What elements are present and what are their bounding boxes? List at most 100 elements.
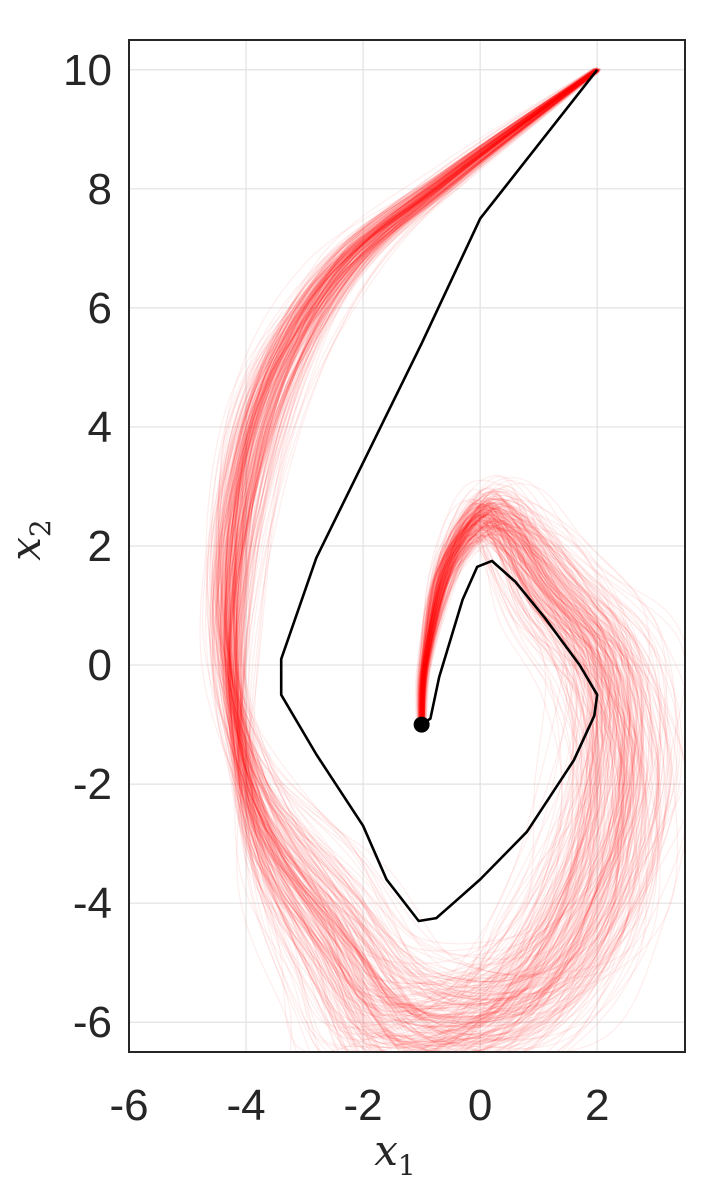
ensemble-trajectory	[233, 68, 648, 1032]
ensemble-trajectory	[220, 68, 638, 1019]
ensemble-trajectory	[231, 69, 643, 1043]
ensemble-trajectory	[228, 69, 623, 1052]
ensemble-trajectory	[212, 70, 659, 1050]
ensemble-trajectory	[217, 70, 620, 989]
ensemble-trajectory	[228, 69, 626, 1024]
ensemble-trajectory	[219, 71, 600, 982]
y-axis-label: x2	[1, 519, 57, 561]
ensemble-trajectory	[224, 70, 600, 1046]
ensemble-trajectory	[225, 68, 630, 1052]
ensemble-trajectory	[235, 68, 631, 1052]
ensemble-trajectory	[226, 69, 625, 1050]
ensemble-trajectory	[233, 68, 659, 1028]
ensemble-trajectory	[217, 70, 685, 976]
ensemble-trajectory	[233, 69, 602, 1035]
ensemble-trajectory	[229, 68, 626, 1012]
ensemble-trajectory	[221, 69, 654, 1020]
ensemble-trajectory	[216, 71, 601, 976]
ensemble-trajectory	[236, 69, 624, 1044]
ensemble-trajectory	[251, 66, 634, 1052]
ensemble-trajectory	[238, 68, 629, 989]
ensemble-trajectory	[225, 69, 671, 1047]
x-tick-labels: -6 -4 -2 0 2	[109, 1081, 609, 1130]
ensemble-trajectory	[225, 69, 600, 1029]
ensemble-trajectory	[229, 68, 622, 1052]
ensemble-trajectory	[229, 68, 614, 1052]
ensemble-trajectory	[240, 67, 644, 998]
ensemble-trajectory	[210, 69, 660, 1019]
ensemble-trajectory	[241, 68, 644, 1016]
ensemble-trajectory	[215, 69, 611, 983]
ensemble-trajectory	[234, 67, 614, 1052]
y-tick-label: 6	[88, 284, 112, 333]
ensemble-trajectory	[226, 70, 602, 983]
ensemble-trajectory	[239, 68, 631, 1050]
ensemble-trajectory	[221, 70, 599, 945]
ensemble-trajectory	[223, 67, 685, 1029]
ensemble-trajectory	[230, 69, 641, 1010]
ensemble-trajectory	[247, 68, 600, 1048]
ensemble-trajectory	[224, 69, 626, 1040]
ensemble-trajectory	[235, 68, 643, 1032]
ensemble-trajectory	[227, 68, 654, 1046]
markers-layer	[413, 716, 430, 733]
ensemble-trajectory	[228, 67, 685, 1036]
y-tick-labels: -6 -4 -2 0 2 4 6 8 10	[63, 46, 112, 1047]
ensemble-trajectory	[212, 69, 644, 1052]
ensemble-trajectory	[234, 68, 681, 1025]
ensemble-trajectory	[228, 69, 600, 1000]
ensemble-trajectory	[236, 68, 602, 1026]
ensemble-trajectory	[223, 70, 636, 1048]
ensemble-trajectory	[225, 70, 633, 1052]
ensemble-trajectory	[223, 70, 628, 1019]
ensemble-trajectory	[235, 68, 639, 1052]
ensemble-trajectory	[218, 69, 672, 1016]
ensemble-trajectory	[229, 69, 601, 1008]
ensemble-trajectory	[231, 69, 603, 1019]
series-layer	[279, 68, 599, 923]
ensemble-trajectory	[221, 69, 665, 1006]
ensemble-trajectory	[231, 68, 669, 1028]
ensemble-trajectory	[241, 68, 618, 1052]
ensemble-trajectory	[224, 69, 630, 1018]
ensemble-trajectory	[240, 68, 636, 1052]
ensemble-trajectory	[232, 70, 599, 1052]
ensemble-trajectory	[235, 68, 625, 1052]
end-point-marker	[413, 716, 430, 733]
ensemble-trajectory	[206, 71, 661, 1040]
ensemble-trajectory	[237, 68, 602, 1052]
ensemble-trajectory	[235, 68, 661, 1041]
ensemble-trajectory	[241, 68, 650, 998]
ensemble-trajectory	[232, 66, 667, 1052]
ensemble-trajectory	[224, 70, 642, 987]
ensemble-trajectory	[224, 69, 645, 1052]
ensemble-trajectory	[236, 68, 630, 1047]
ensemble-trajectory	[219, 68, 670, 1052]
ensemble-trajectory	[215, 69, 627, 1022]
ensemble-trajectory	[224, 68, 639, 1031]
ensemble-trajectory	[225, 69, 600, 1039]
ensemble-trajectory	[225, 69, 648, 1052]
ensemble-trajectory	[223, 68, 673, 1045]
x-tick-label: -6	[109, 1081, 148, 1130]
ensemble-trajectory	[221, 70, 601, 1015]
ensemble-trajectory	[233, 67, 685, 1009]
ensemble-trajectory	[232, 68, 669, 989]
ensemble-trajectory	[230, 70, 601, 1052]
y-tick-label: 0	[88, 641, 112, 690]
ensemble-trajectory	[229, 68, 679, 1043]
ensemble-trajectory	[209, 70, 603, 1034]
ensemble-trajectory	[226, 69, 647, 1036]
ensemble-trajectory	[223, 69, 609, 1030]
ensemble-trajectory	[219, 69, 606, 1023]
ensemble-trajectory	[219, 69, 660, 1022]
ensemble-trajectory	[228, 69, 661, 1039]
ensemble-trajectories	[199, 66, 685, 1052]
ensemble-trajectory	[231, 69, 615, 1052]
ensemble-trajectory	[236, 67, 625, 1052]
ensemble-trajectory	[217, 70, 632, 1052]
ensemble-trajectory	[215, 70, 640, 1000]
ensemble-trajectory	[224, 70, 635, 956]
ensemble-trajectory	[245, 68, 601, 1052]
ensemble-trajectory	[225, 70, 617, 1002]
